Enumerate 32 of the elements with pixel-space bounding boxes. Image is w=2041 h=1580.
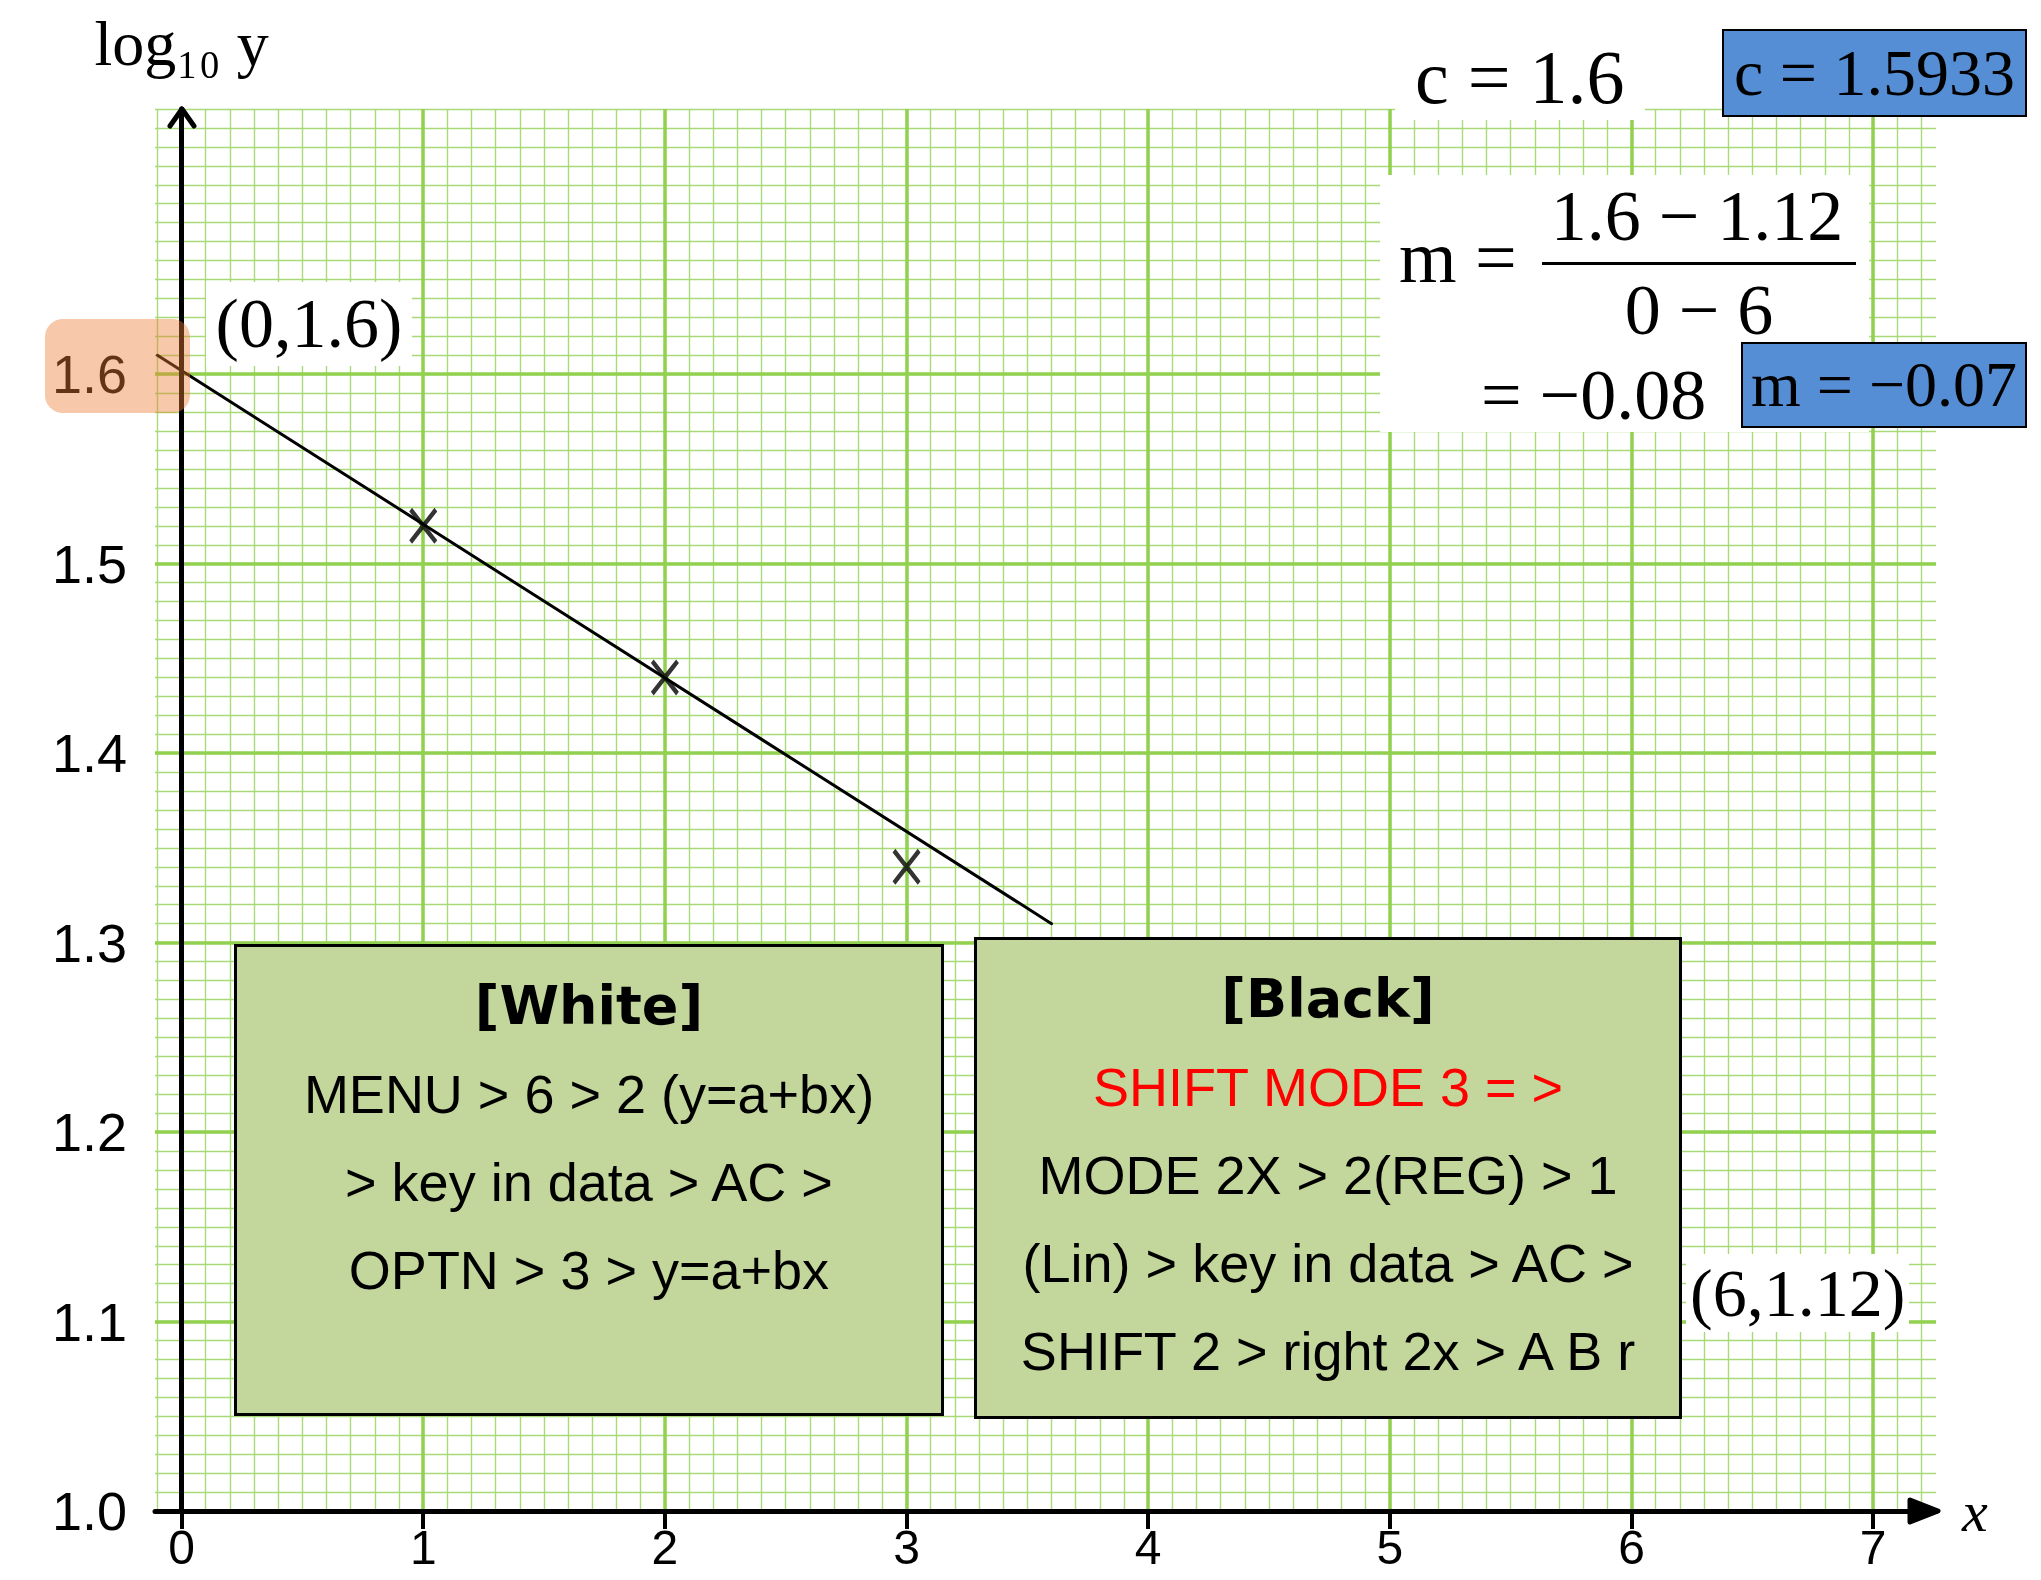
- x-tick-label: 0: [168, 1520, 195, 1574]
- label-panel: (6,1.12): [1686, 1254, 1910, 1332]
- answer-box: m = −0.07: [1741, 342, 2027, 428]
- y-tick-label: 1.0: [51, 1481, 127, 1541]
- note-box: [Black] SHIFT MODE 3 = > MODE 2X > 2(REG) > 1 (Lin) > key in data > AC > SHIFT 2 > right 2x > A B r: [974, 937, 1682, 1419]
- x-tick-label: 2: [651, 1520, 679, 1574]
- x-tick-label: 5: [1376, 1520, 1404, 1574]
- y-tick-label: 1.4: [51, 723, 127, 784]
- x-axis-title: x: [1961, 1478, 1988, 1544]
- annotation: m =: [1399, 216, 1517, 298]
- annotation: (0,1.6): [215, 285, 403, 363]
- x-tick-label: 4: [1134, 1520, 1162, 1574]
- x-tick-label: 3: [893, 1520, 920, 1574]
- annotation: [Black] SHIFT MODE 3 = > MODE 2X > 2(REG) > 1 (Lin) > key in data > AC > SHIFT 2 > right 2x > A B r: [1020, 967, 1636, 1381]
- x-tick-label: 7: [1859, 1520, 1887, 1574]
- annotation: = −0.08: [1481, 355, 1707, 435]
- annotation: m = −0.07: [1751, 349, 2017, 420]
- annotation: [White] MENU > 6 > 2 (y=a+bx) > key in data > AC > OPTN > 3 > y=a+bx: [303, 974, 875, 1300]
- x-tick-label: 1: [409, 1520, 437, 1574]
- y-tick-label: 1.2: [51, 1102, 127, 1163]
- y-tick-label: 1.6: [51, 344, 127, 405]
- x-tick-label: 6: [1618, 1520, 1645, 1574]
- note-box: [White] MENU > 6 > 2 (y=a+bx) > key in data > AC > OPTN > 3 > y=a+bx: [234, 944, 944, 1416]
- y-axis-title: log₁₀ y: [94, 7, 269, 79]
- annotation: c = 1.6: [1415, 35, 1625, 119]
- y-tick-label: 1.5: [51, 533, 127, 594]
- annotation: c = 1.5933: [1733, 36, 2015, 109]
- annotation: 1.6 − 1.12: [1550, 176, 1844, 256]
- answer-box: c = 1.5933: [1722, 29, 2027, 117]
- y-tick-label: 1.1: [51, 1291, 127, 1352]
- y-tick-label: 1.3: [51, 912, 127, 973]
- label-panel: (0,1.6): [205, 282, 413, 367]
